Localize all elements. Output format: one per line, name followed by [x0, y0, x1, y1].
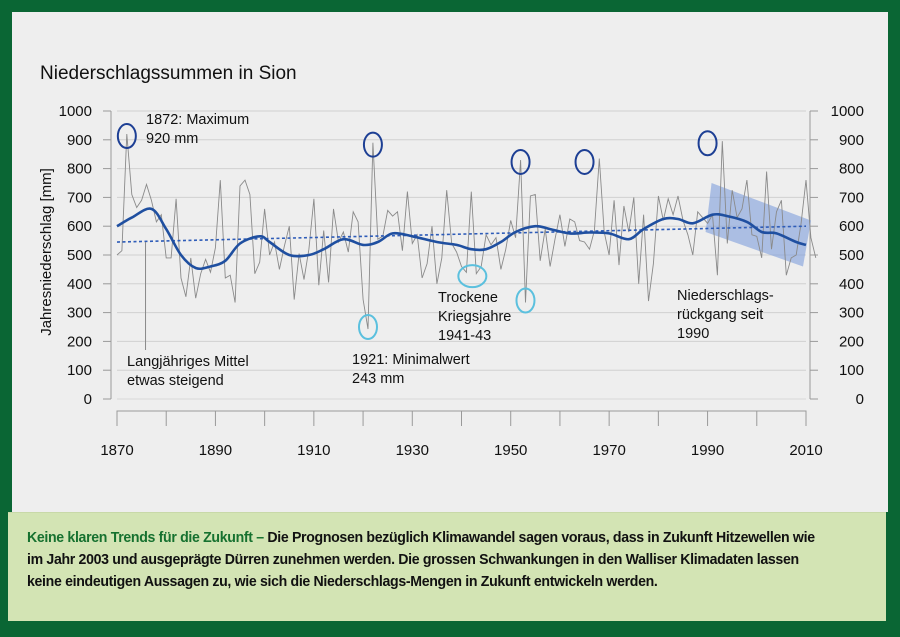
- peak-circle: [574, 148, 595, 175]
- annotation-text: 1921: Minimalwert: [352, 352, 470, 368]
- annotation-text: Kriegsjahre: [438, 309, 511, 325]
- y-tick-label-left: 200: [67, 333, 92, 350]
- peak-circle: [510, 148, 531, 175]
- annotation-text: etwas steigend: [127, 373, 224, 389]
- annotation-text: rückgang seit: [677, 307, 763, 323]
- caption-text: Keine klaren Trends für die Zukunft – Di…: [27, 527, 818, 593]
- annotations: 1872: Maximum 920 mm 1921: Minimalwert 243 …: [127, 112, 774, 389]
- annotation-text: Langjähriges Mittel: [127, 354, 249, 370]
- y-tick-label-right: 200: [839, 333, 864, 350]
- y-tick-label-left: 400: [67, 276, 92, 293]
- y-tick-label-left: 1000: [59, 103, 92, 120]
- annotation-text: 243 mm: [352, 371, 404, 387]
- x-tick-label: 1950: [494, 442, 527, 459]
- y-tick-label-right: 800: [839, 161, 864, 178]
- annotation-text: Niederschlags-: [677, 288, 774, 304]
- y-tick-label-right: 700: [839, 189, 864, 206]
- annotation-text: 1990: [677, 326, 709, 342]
- chart-panel: [12, 12, 888, 512]
- low-circle: [357, 314, 378, 341]
- smoothed-mean-line: [116, 207, 807, 271]
- x-tick-label: 1990: [691, 442, 724, 459]
- y-tick-label-left: 600: [67, 218, 92, 235]
- annual-precipitation-line: [116, 133, 817, 330]
- y-tick-label-left: 0: [84, 391, 92, 408]
- y-tick-label-left: 900: [67, 132, 92, 149]
- y-tick-label-left: 100: [67, 362, 92, 379]
- caption-box: Keine klaren Trends für die Zukunft – Di…: [8, 512, 886, 621]
- axes: 0 0 100 100 200 200 300 300 400 400 500 500 600 600 70…: [59, 103, 864, 459]
- x-tick-label: 1870: [100, 442, 133, 459]
- y-tick-label-left: 700: [67, 189, 92, 206]
- x-tick-label: 1890: [199, 442, 232, 459]
- y-axis-label: Jahresniederschlag [mm]: [38, 168, 55, 336]
- y-tick-label-left: 300: [67, 305, 92, 322]
- y-tick-label-right: 900: [839, 132, 864, 149]
- x-tick-label: 1910: [297, 442, 330, 459]
- annotation-text: 1941-43: [438, 328, 491, 344]
- y-tick-label-right: 500: [839, 247, 864, 264]
- y-tick-label-left: 800: [67, 161, 92, 178]
- caption-lead: Keine klaren Trends für die Zukunft –: [27, 529, 264, 546]
- peak-circle: [362, 131, 383, 158]
- highlight-markers: [116, 123, 718, 341]
- peak-circle: [116, 123, 137, 150]
- annotation-text: Trockene: [438, 290, 498, 306]
- x-tick-label: 1970: [592, 442, 625, 459]
- y-tick-label-right: 100: [839, 362, 864, 379]
- series-lines: [116, 133, 817, 330]
- long-term-mean-trend-line: [116, 225, 807, 243]
- annotation-text: 1872: Maximum: [146, 112, 249, 128]
- y-tick-label-left: 500: [67, 247, 92, 264]
- y-tick-label-right: 0: [856, 391, 864, 408]
- decline-band: [705, 183, 811, 267]
- x-tick-label: 1930: [396, 442, 429, 459]
- peak-circle: [697, 130, 718, 157]
- y-tick-label-right: 1000: [831, 103, 864, 120]
- decline-band-shape: [705, 183, 811, 267]
- y-tick-label-right: 300: [839, 305, 864, 322]
- y-tick-label-right: 400: [839, 276, 864, 293]
- low-circle: [457, 264, 488, 289]
- annotation-text: 920 mm: [146, 131, 198, 147]
- x-tick-label: 2010: [789, 442, 822, 459]
- chart-title: Niederschlagssummen in Sion: [40, 63, 297, 84]
- caption-body: Die Prognosen bezüglich Klimawandel sage…: [27, 529, 815, 590]
- low-circle: [515, 287, 536, 314]
- y-tick-label-right: 600: [839, 218, 864, 235]
